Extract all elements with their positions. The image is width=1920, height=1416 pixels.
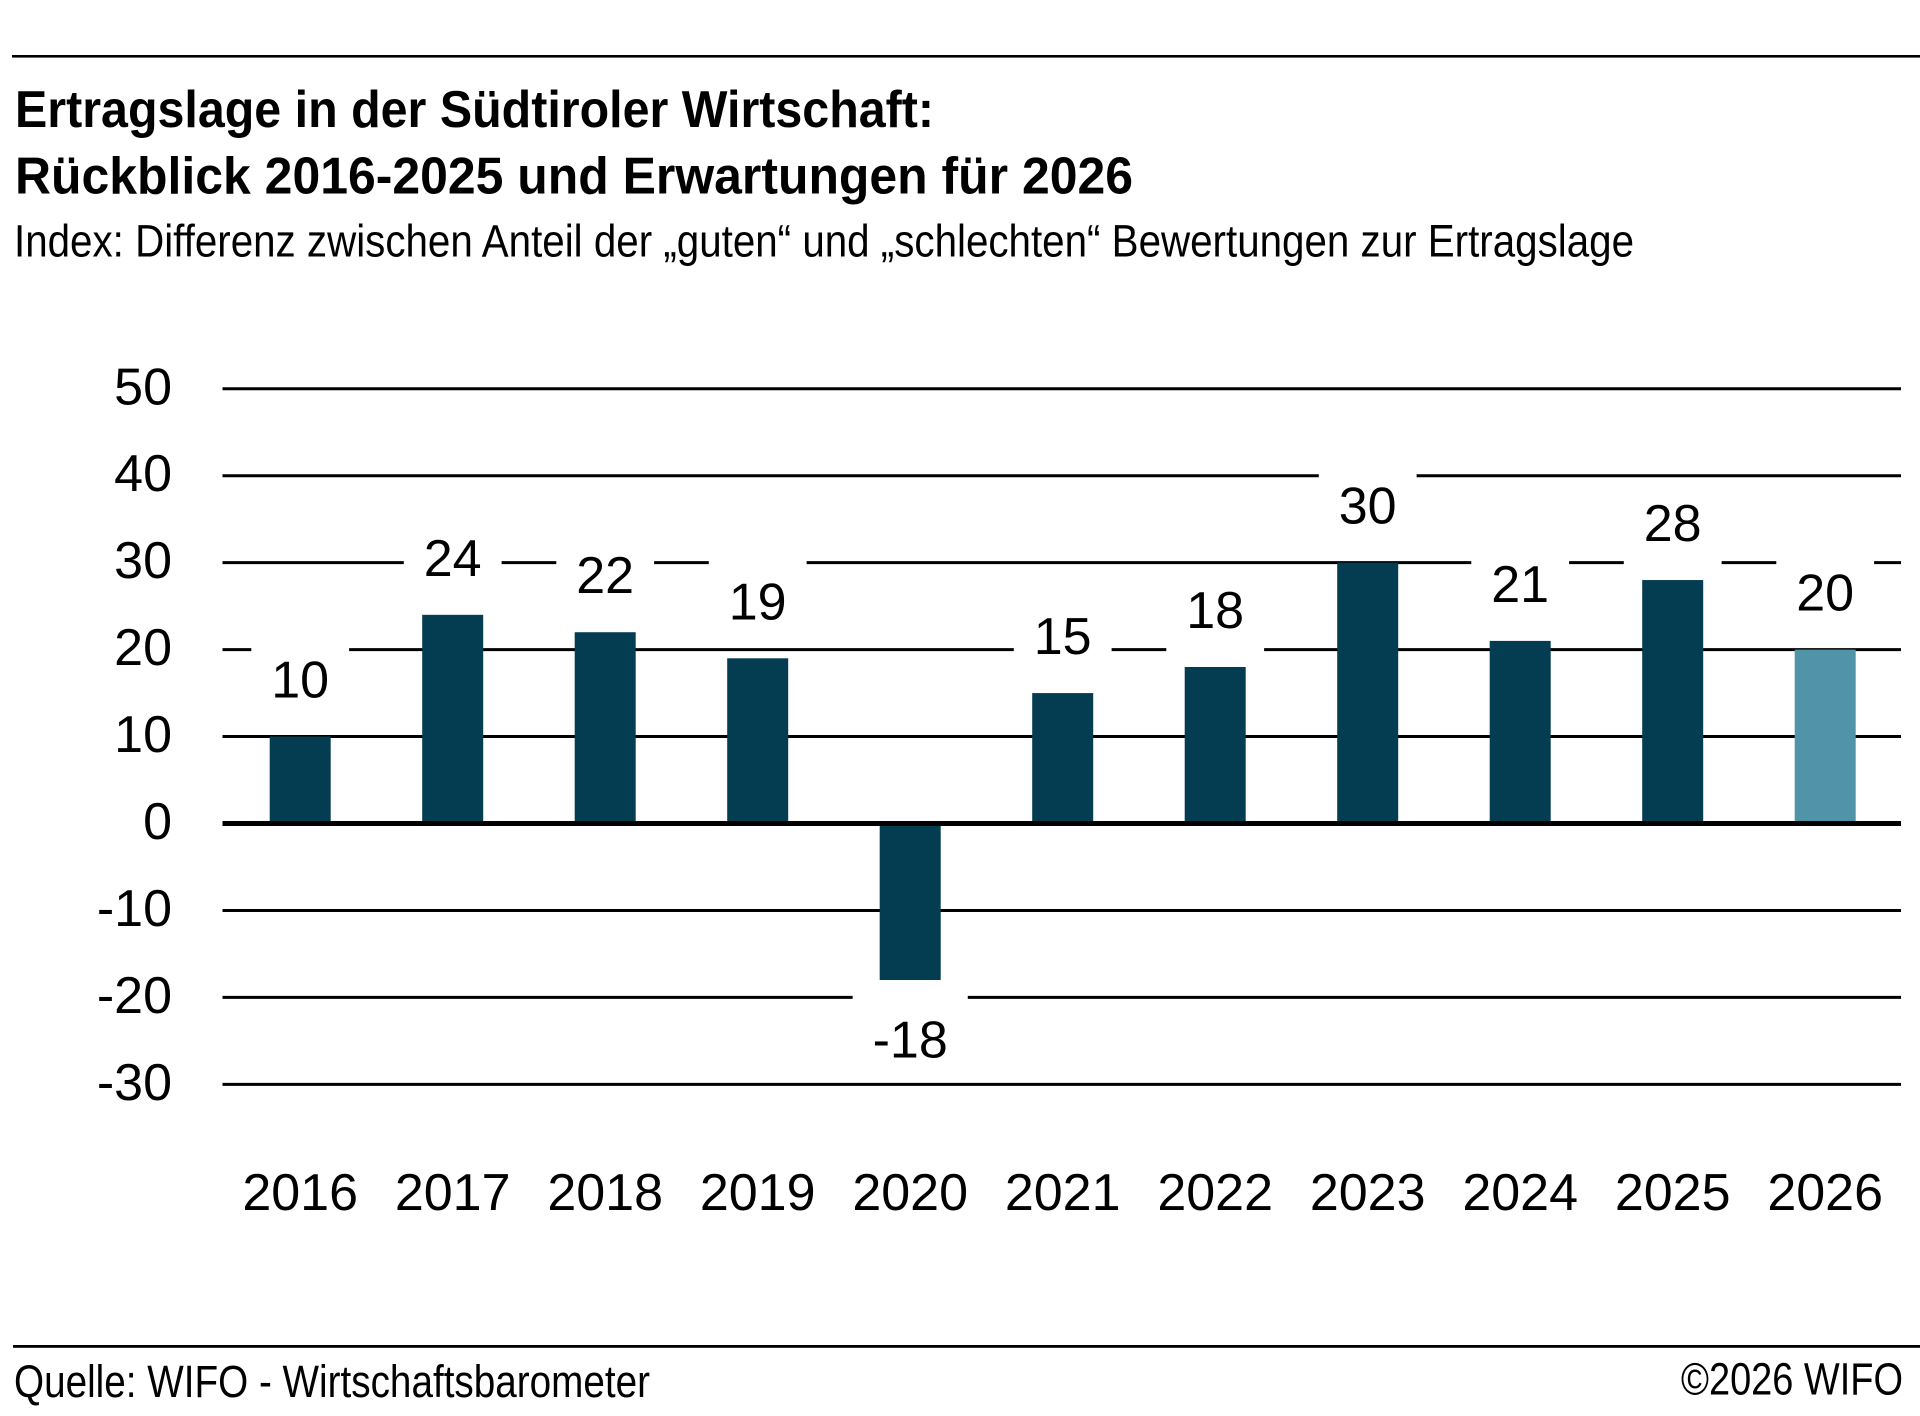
svg-text:2026: 2026 [1767,1164,1883,1222]
svg-text:Quelle: WIFO - Wirtschaftsbaro: Quelle: WIFO - Wirtschaftsbarometer [14,1356,650,1407]
svg-text:2021: 2021 [1005,1164,1121,1222]
svg-text:2016: 2016 [242,1164,358,1222]
svg-text:-30: -30 [97,1054,172,1112]
svg-text:19: 19 [729,573,787,631]
svg-text:0: 0 [143,793,172,851]
svg-text:10: 10 [114,706,172,764]
svg-text:-18: -18 [873,1012,948,1070]
svg-text:©2026 WIFO: ©2026 WIFO [1681,1354,1903,1405]
svg-text:10: 10 [271,652,329,710]
svg-text:Index: Differenz zwischen Ante: Index: Differenz zwischen Anteil der „gu… [14,215,1634,266]
svg-text:30: 30 [1339,478,1397,536]
svg-text:18: 18 [1186,582,1244,640]
svg-text:2017: 2017 [395,1164,511,1222]
svg-text:15: 15 [1034,608,1092,666]
svg-text:30: 30 [114,532,172,590]
svg-text:2022: 2022 [1157,1164,1273,1222]
svg-text:Rückblick 2016-2025 und Erwart: Rückblick 2016-2025 und Erwartungen für … [15,148,1133,206]
svg-text:2024: 2024 [1462,1164,1578,1222]
svg-text:20: 20 [1796,565,1854,623]
svg-text:24: 24 [424,530,482,588]
svg-text:28: 28 [1644,495,1702,553]
svg-text:50: 50 [114,358,172,416]
svg-text:20: 20 [114,619,172,677]
svg-text:-20: -20 [97,967,172,1025]
svg-text:21: 21 [1491,556,1549,614]
svg-text:22: 22 [576,547,634,605]
svg-text:2018: 2018 [547,1164,663,1222]
svg-text:-10: -10 [97,880,172,938]
svg-text:2023: 2023 [1310,1164,1426,1222]
svg-text:2019: 2019 [700,1164,816,1222]
svg-text:Ertragslage in der Südtiroler: Ertragslage in der Südtiroler Wirtschaft… [15,81,934,139]
svg-text:2025: 2025 [1615,1164,1731,1222]
svg-text:2020: 2020 [852,1164,968,1222]
svg-text:40: 40 [114,445,172,503]
